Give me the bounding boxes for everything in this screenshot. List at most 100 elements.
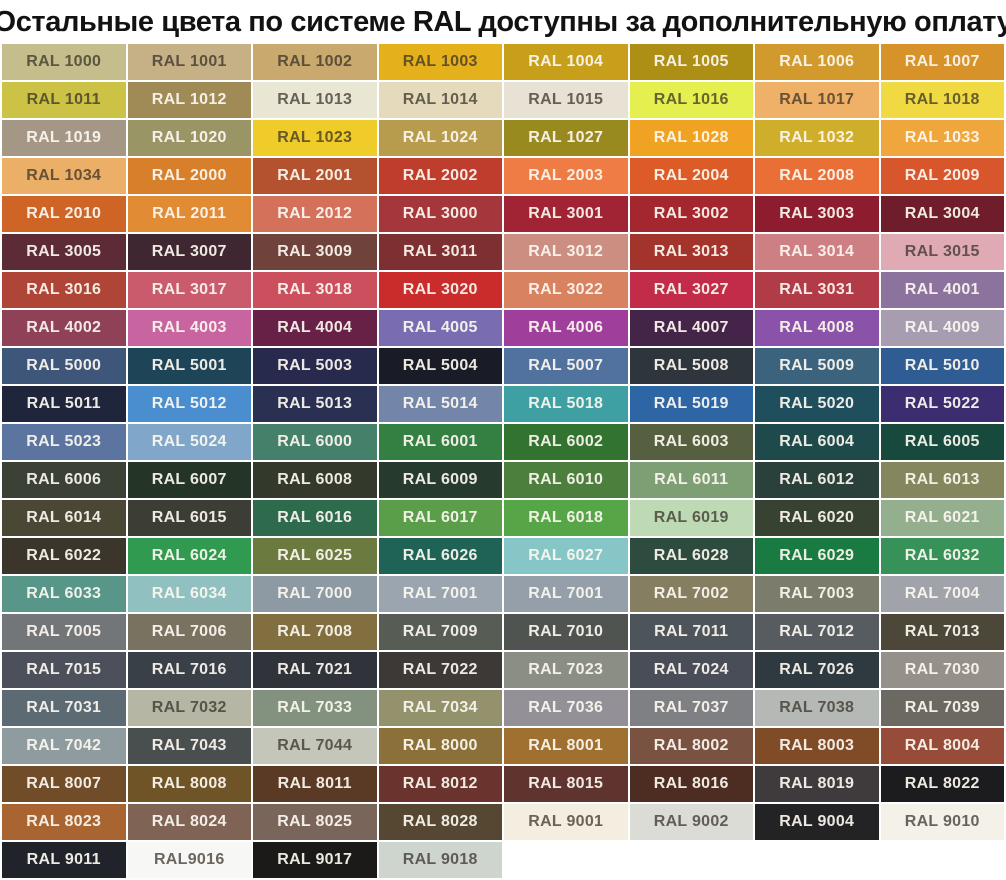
color-swatch: RAL 8000	[378, 728, 502, 764]
color-swatch: RAL 7013	[880, 614, 1004, 650]
color-swatch: RAL 6028	[629, 538, 753, 574]
swatch-label: RAL 5019	[653, 395, 729, 412]
color-swatch: RAL 6025	[253, 538, 377, 574]
color-swatch: RAL 7026	[755, 652, 879, 688]
color-swatch: RAL9016	[127, 842, 251, 878]
swatch-label: RAL 8024	[151, 813, 227, 830]
swatch-label: RAL 9011	[26, 851, 101, 868]
color-swatch: RAL 5019	[629, 386, 753, 422]
swatch-label: RAL 3018	[277, 281, 353, 298]
color-swatch: RAL 6029	[755, 538, 879, 574]
swatch-label: RAL 1023	[277, 129, 353, 146]
swatch-label: RAL 8015	[528, 775, 604, 792]
swatch-label: RAL 6005	[904, 433, 980, 450]
color-swatch: RAL 7012	[755, 614, 879, 650]
swatch-label: RAL 7003	[779, 585, 855, 602]
color-swatch: RAL 2001	[253, 158, 377, 194]
color-swatch: RAL 5010	[880, 348, 1004, 384]
color-swatch: RAL 7008	[253, 614, 377, 650]
swatch-label: RAL 3016	[26, 281, 102, 298]
swatch-label: RAL 1016	[653, 91, 729, 108]
swatch-label: RAL 5001	[151, 357, 227, 374]
color-swatch: RAL 5024	[127, 424, 251, 460]
swatch-label: RAL 5014	[402, 395, 478, 412]
swatch-label: RAL 6003	[653, 433, 729, 450]
color-swatch: RAL 1032	[755, 120, 879, 156]
swatch-label: RAL 8028	[402, 813, 478, 830]
color-swatch: RAL 7044	[253, 728, 377, 764]
color-swatch: RAL 7021	[253, 652, 377, 688]
swatch-label: RAL 8025	[277, 813, 353, 830]
color-swatch: RAL 7001	[378, 576, 502, 612]
swatch-label: RAL 1000	[26, 53, 102, 70]
swatch-label: RAL 3005	[26, 243, 102, 260]
color-swatch: RAL 8015	[504, 766, 628, 802]
color-swatch: RAL 7034	[378, 690, 502, 726]
swatch-label: RAL 7005	[26, 623, 102, 640]
swatch-label: RAL 7042	[26, 737, 102, 754]
swatch-label: RAL 3003	[779, 205, 855, 222]
swatch-label: RAL9016	[153, 851, 225, 868]
swatch-label: RAL 3000	[402, 205, 478, 222]
swatch-label: RAL 5011	[26, 395, 101, 412]
swatch-label: RAL 6020	[779, 509, 855, 526]
swatch-label: RAL 1028	[653, 129, 729, 146]
swatch-label: RAL 2001	[277, 167, 353, 184]
color-swatch: RAL 6007	[127, 462, 251, 498]
swatch-label: RAL 5003	[277, 357, 353, 374]
swatch-label: RAL 7026	[779, 661, 855, 678]
ral-color-grid: RAL 1000 RAL 1001 RAL 1002 RAL 1003 RAL 1004…	[0, 44, 1006, 880]
color-swatch: RAL 7031	[2, 690, 126, 726]
swatch-label: RAL 1032	[779, 129, 855, 146]
color-swatch: RAL 7043	[127, 728, 251, 764]
color-swatch: RAL 1033	[880, 120, 1004, 156]
swatch-label: RAL 4007	[653, 319, 729, 336]
color-swatch: RAL 3031	[755, 272, 879, 308]
color-swatch: RAL 5000	[2, 348, 126, 384]
swatch-label: RAL 8001	[528, 737, 604, 754]
swatch-label: RAL 4005	[402, 319, 478, 336]
color-swatch: RAL 3001	[504, 196, 628, 232]
swatch-label: RAL 7004	[904, 585, 980, 602]
color-swatch: RAL 2002	[378, 158, 502, 194]
color-swatch: RAL 1015	[504, 82, 628, 118]
color-swatch: RAL 5003	[253, 348, 377, 384]
swatch-label: RAL 8023	[26, 813, 102, 830]
color-swatch: RAL 6016	[253, 500, 377, 536]
swatch-label: RAL 8000	[402, 737, 478, 754]
color-swatch: RAL 3000	[378, 196, 502, 232]
swatch-label: RAL 8002	[653, 737, 729, 754]
swatch-label: RAL 1017	[779, 91, 855, 108]
color-swatch: RAL 7011	[629, 614, 753, 650]
swatch-label: RAL 1006	[779, 53, 855, 70]
color-swatch: RAL 6022	[2, 538, 126, 574]
swatch-label: RAL 7010	[528, 623, 604, 640]
swatch-label: RAL 5013	[277, 395, 353, 412]
color-swatch: RAL 1001	[127, 44, 251, 80]
color-swatch: RAL 5004	[378, 348, 502, 384]
color-swatch: RAL 7033	[253, 690, 377, 726]
swatch-label: RAL 3017	[151, 281, 227, 298]
color-swatch: RAL 1011	[2, 82, 126, 118]
color-swatch: RAL 8001	[504, 728, 628, 764]
swatch-label: RAL 7012	[779, 623, 855, 640]
color-swatch: RAL 6004	[755, 424, 879, 460]
color-swatch: RAL 7036	[504, 690, 628, 726]
swatch-label: RAL 3004	[904, 205, 980, 222]
swatch-label: RAL 1005	[653, 53, 729, 70]
swatch-label: RAL 7044	[277, 737, 353, 754]
color-swatch: RAL 3003	[755, 196, 879, 232]
title-bar: Остальные цвета по системе RAL доступны …	[0, 0, 1006, 44]
swatch-label: RAL 7006	[151, 623, 227, 640]
color-swatch: RAL 6001	[378, 424, 502, 460]
color-swatch: RAL 7003	[755, 576, 879, 612]
color-swatch: RAL 6020	[755, 500, 879, 536]
color-swatch: RAL 1024	[378, 120, 502, 156]
swatch-label: RAL 8004	[904, 737, 980, 754]
swatch-label: RAL 7023	[528, 661, 604, 678]
color-swatch: RAL 2012	[253, 196, 377, 232]
swatch-label: RAL 7021	[277, 661, 353, 678]
swatch-label: RAL 1003	[402, 53, 478, 70]
swatch-label: RAL 3022	[528, 281, 604, 298]
swatch-label: RAL 2011	[152, 205, 227, 222]
